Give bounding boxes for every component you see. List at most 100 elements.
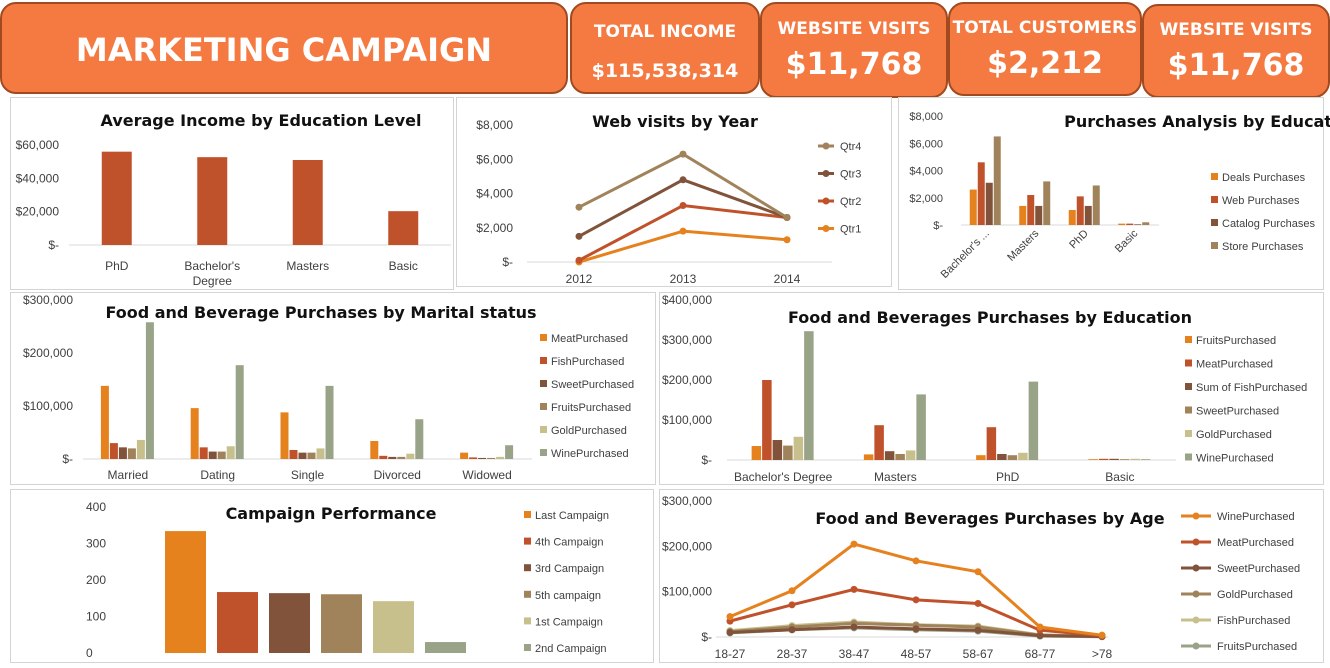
legend-label: 3rd Campaign (535, 563, 604, 575)
data-point (788, 626, 796, 634)
bar (321, 594, 362, 653)
data-point (912, 596, 920, 604)
bar (762, 380, 772, 460)
legend-label: MeatPurchased (1217, 537, 1294, 549)
y-tick-label: 300 (86, 537, 106, 551)
bar (884, 451, 895, 460)
legend-swatch (540, 426, 547, 433)
x-tick-label: PhD (996, 470, 1020, 484)
legend-label: 4th Campaign (535, 537, 604, 549)
bar (217, 592, 258, 653)
chart-fb-by-marital: Food and Beverage Purchases by Marital s… (10, 292, 656, 485)
bar (388, 211, 419, 245)
bar (1098, 458, 1109, 460)
bar (783, 445, 793, 460)
chart-title: Food and Beverages Purchases by Educatio… (787, 308, 1193, 327)
legend-swatch (540, 334, 547, 341)
x-tick-label: 18-27 (715, 647, 746, 661)
data-point (974, 626, 982, 634)
bar (1018, 452, 1028, 460)
y-tick-label: $400,000 (662, 293, 712, 307)
chart-title: Campaign Performance (225, 504, 437, 523)
legend-label: FishPurchased (1217, 615, 1290, 627)
x-tick-label: Single (291, 468, 325, 482)
bar (772, 440, 783, 460)
bar (460, 452, 469, 459)
x-tick-label: 58-67 (963, 647, 994, 661)
legend-swatch-marker (1192, 538, 1200, 546)
data-point (679, 150, 687, 158)
data-point (679, 227, 687, 235)
legend-label: WinePurchased (551, 448, 629, 460)
bar (406, 453, 415, 459)
bar (496, 456, 505, 459)
kpi-label: WEBSITE VISITS (1159, 20, 1313, 40)
chart-svg: $- $2,000 $4,000 $6,000 $8,000 Bachelor's ...… (909, 111, 1315, 281)
bar (1119, 459, 1130, 460)
bar (1134, 224, 1142, 225)
x-tick-label: 2014 (774, 272, 801, 286)
chart-fb-by-age: Food and Beverages Purchases by Age $- $1… (659, 489, 1324, 663)
y-tick-label: $- (701, 630, 712, 644)
kpi-value: $11,768 (1167, 48, 1305, 83)
bar (316, 448, 325, 459)
x-tick-label: Masters (1005, 227, 1041, 263)
legend-label: Catalog Purchases (1222, 218, 1315, 230)
x-tick-label: 38-47 (839, 647, 870, 661)
data-point (783, 236, 791, 244)
chart-title: Average Income by Education Level (100, 111, 422, 130)
y-tick-label: $200,000 (662, 373, 712, 387)
legend-swatch-marker (1192, 616, 1200, 624)
bar (1027, 195, 1035, 225)
y-tick-label: $- (62, 452, 73, 466)
x-tick-label: Basic (1113, 227, 1141, 255)
legend-label: 1st Campaign (535, 616, 603, 628)
chart-fb-by-education: Food and Beverages Purchases by Educatio… (659, 292, 1324, 485)
x-tick-label: Married (108, 468, 149, 482)
y-tick-label: $40,000 (16, 171, 60, 185)
y-tick-label: $- (502, 255, 513, 269)
kpi-value: $11,768 (785, 47, 923, 82)
x-tick-label: Basic (1105, 470, 1134, 484)
bar (325, 385, 334, 459)
legend-label: Sum of FishPurchased (1196, 382, 1307, 394)
y-tick-label: $2,000 (909, 193, 943, 205)
bar (101, 151, 132, 245)
legend-swatch-marker (822, 170, 830, 177)
bar (976, 455, 986, 460)
bar (1019, 205, 1027, 225)
bar (388, 456, 397, 459)
legend-swatch-marker (1192, 512, 1200, 520)
chart-title: Purchases Analysis by Education (1064, 112, 1330, 131)
kpi-value: $2,212 (987, 46, 1103, 81)
data-point (679, 201, 687, 209)
data-point (726, 613, 734, 621)
bar (478, 457, 487, 459)
legend-swatch (1211, 219, 1218, 226)
legend-label: SweetPurchased (551, 379, 634, 391)
bar (235, 365, 244, 459)
bar (905, 450, 916, 460)
bar (1028, 381, 1039, 460)
bar (1076, 196, 1084, 225)
bar (986, 427, 997, 460)
bar (1140, 459, 1151, 460)
bar (874, 425, 884, 460)
data-point (974, 568, 982, 576)
bar (1088, 459, 1098, 460)
data-point (1036, 632, 1044, 640)
kpi-total-income: TOTAL INCOME $115,538,314 (570, 2, 760, 94)
data-point (788, 601, 796, 609)
x-tick-label: 28-37 (777, 647, 808, 661)
chart-title: Web visits by Year (592, 112, 758, 131)
bar (977, 162, 985, 225)
legend-label: 5th campaign (535, 590, 601, 602)
chart-title: Food and Beverage Purchases by Marital s… (105, 303, 537, 322)
bar (1092, 185, 1100, 225)
x-tick-label: Bachelor's Degree (734, 470, 833, 484)
legend-swatch-marker (822, 225, 830, 232)
chart-web-visits-by-year: Web visits by Year $- $2,000 $4,000 $6,000 $… (456, 97, 892, 287)
bar (109, 443, 118, 459)
bar (307, 452, 316, 459)
x-tick-label: 48-57 (901, 647, 932, 661)
